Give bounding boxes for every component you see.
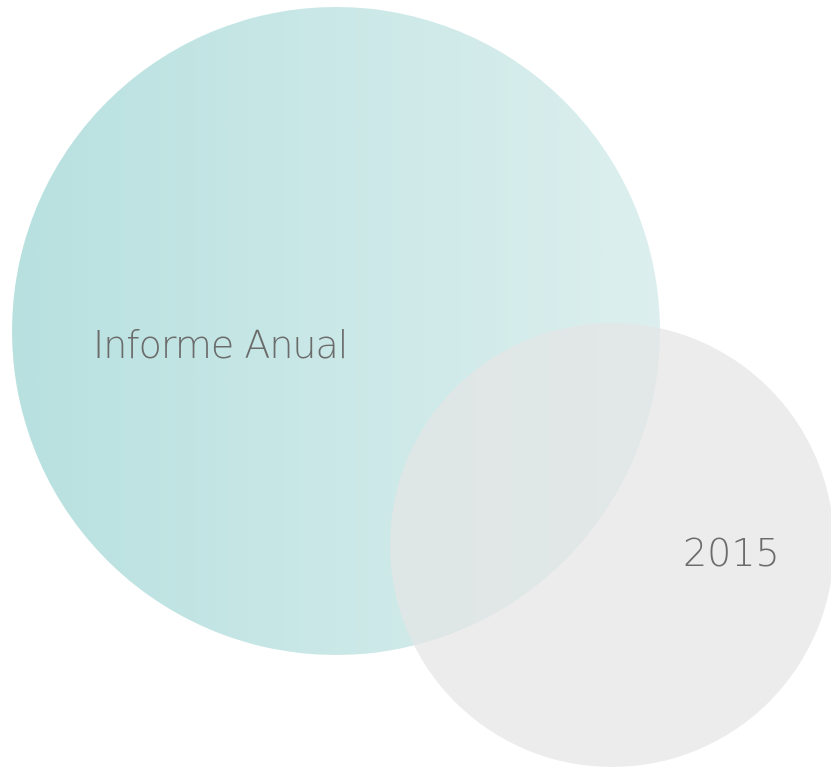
- year: 2015: [683, 531, 780, 575]
- grey-circle: [390, 323, 831, 767]
- title: Informe Anual: [93, 323, 347, 367]
